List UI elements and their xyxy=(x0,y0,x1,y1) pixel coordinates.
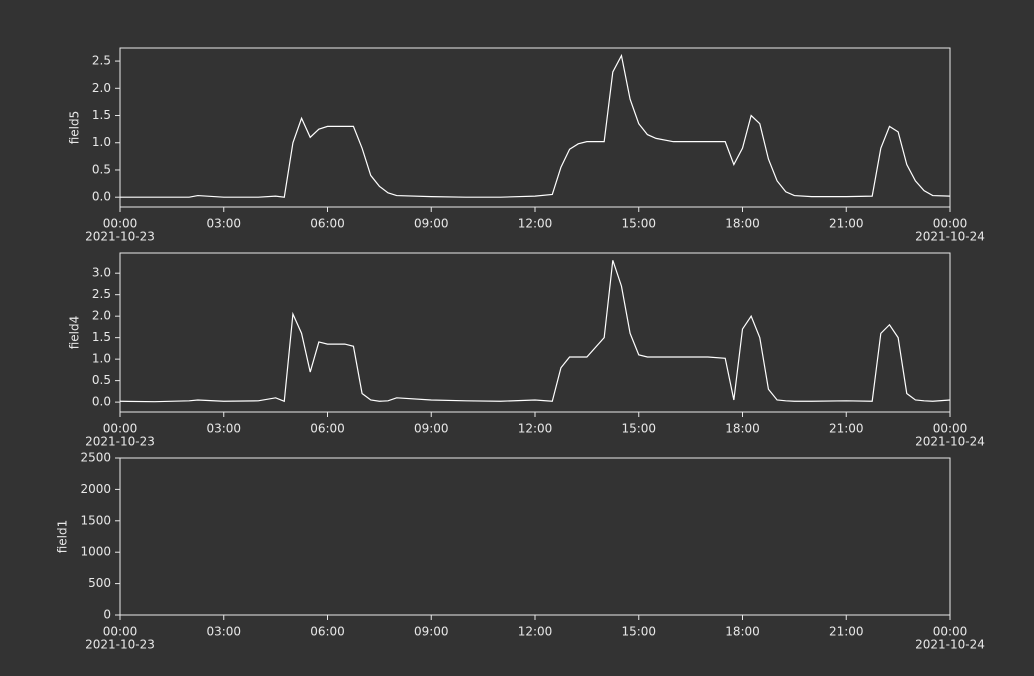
y-tick-label: 0.0 xyxy=(92,190,111,204)
y-tick-label: 0.0 xyxy=(92,395,111,409)
y-axis-label: field4 xyxy=(68,316,82,350)
x-date-label: 2021-10-23 xyxy=(85,230,155,244)
x-tick-label: 00:00 xyxy=(933,625,968,639)
y-tick-label: 2000 xyxy=(80,482,111,496)
x-tick-label: 06:00 xyxy=(310,625,345,639)
y-axis-label: field5 xyxy=(68,111,82,145)
y-tick-label: 1.0 xyxy=(92,135,111,149)
x-tick-label: 12:00 xyxy=(518,217,553,231)
x-tick-label: 12:00 xyxy=(518,625,553,639)
y-tick-label: 2.5 xyxy=(92,287,111,301)
y-tick-label: 2.5 xyxy=(92,54,111,68)
x-tick-label: 00:00 xyxy=(103,217,138,231)
x-tick-label: 15:00 xyxy=(621,422,656,436)
x-tick-label: 06:00 xyxy=(310,422,345,436)
x-tick-label: 12:00 xyxy=(518,422,553,436)
x-tick-label: 21:00 xyxy=(829,217,864,231)
x-tick-label: 00:00 xyxy=(933,217,968,231)
y-tick-label: 1.5 xyxy=(92,330,111,344)
y-tick-label: 2.0 xyxy=(92,81,111,95)
x-tick-label: 18:00 xyxy=(725,422,760,436)
y-tick-label: 0.5 xyxy=(92,373,111,387)
x-date-label: 2021-10-23 xyxy=(85,638,155,652)
y-tick-label: 2.0 xyxy=(92,309,111,323)
y-tick-label: 1.5 xyxy=(92,108,111,122)
x-date-label: 2021-10-24 xyxy=(915,435,985,449)
data-line xyxy=(120,53,951,198)
x-tick-label: 00:00 xyxy=(933,422,968,436)
x-date-label: 2021-10-23 xyxy=(85,435,155,449)
y-tick-label: 500 xyxy=(88,576,111,590)
y-tick-label: 1.0 xyxy=(92,352,111,366)
x-tick-label: 03:00 xyxy=(206,217,241,231)
data-line xyxy=(119,260,951,403)
y-tick-label: 2500 xyxy=(80,451,111,465)
x-tick-label: 18:00 xyxy=(725,217,760,231)
y-tick-label: 0.5 xyxy=(92,162,111,176)
y-tick-label: 0 xyxy=(103,608,111,622)
x-date-label: 2021-10-24 xyxy=(915,638,985,652)
x-tick-label: 00:00 xyxy=(103,422,138,436)
x-tick-label: 21:00 xyxy=(829,625,864,639)
x-tick-label: 03:00 xyxy=(206,625,241,639)
x-date-label: 2021-10-24 xyxy=(915,230,985,244)
y-tick-label: 3.0 xyxy=(92,266,111,280)
x-tick-label: 09:00 xyxy=(414,625,449,639)
x-tick-label: 15:00 xyxy=(621,217,656,231)
x-tick-label: 21:00 xyxy=(829,422,864,436)
y-axis-label: field1 xyxy=(56,520,70,554)
y-tick-label: 1500 xyxy=(80,513,111,527)
x-tick-label: 15:00 xyxy=(621,625,656,639)
x-tick-label: 00:00 xyxy=(103,625,138,639)
x-tick-label: 18:00 xyxy=(725,625,760,639)
x-tick-label: 09:00 xyxy=(414,422,449,436)
x-tick-label: 09:00 xyxy=(414,217,449,231)
y-tick-label: 1000 xyxy=(80,545,111,559)
x-tick-label: 06:00 xyxy=(310,217,345,231)
x-tick-label: 03:00 xyxy=(206,422,241,436)
